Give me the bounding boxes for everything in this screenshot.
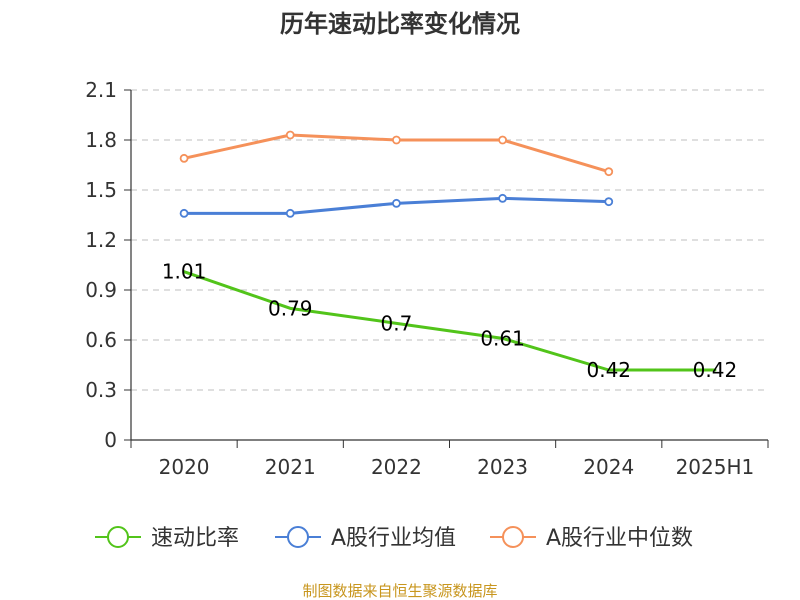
y-axis-ticks: 0 0.3 0.6 0.9 1.2 1.5 1.8 2.1 — [85, 78, 131, 452]
data-label: 0.61 — [480, 326, 525, 350]
data-point-2 — [179, 153, 189, 163]
data-point-1 — [179, 208, 189, 218]
data-point-1 — [498, 193, 507, 203]
data-label: 0.42 — [586, 358, 631, 382]
y-tick-label: 1.2 — [85, 228, 117, 252]
legend-marker — [502, 526, 524, 548]
data-point-2 — [498, 135, 507, 145]
data-label: 0.42 — [693, 358, 738, 382]
x-tick-label: 2020 — [159, 455, 210, 479]
legend-marker — [107, 526, 129, 548]
grid-lines — [131, 89, 768, 391]
data-point-1 — [285, 208, 295, 218]
legend-marker — [287, 526, 309, 548]
data-labels: 1.01 0.79 0.7 0.61 0.42 0.42 — [162, 260, 737, 382]
data-point-1 — [604, 197, 614, 207]
x-tick-label: 2025H1 — [676, 455, 755, 479]
x-tick-label: 2023 — [477, 455, 528, 479]
chart-title: 历年速动比率变化情况 — [280, 10, 520, 38]
data-label: 1.01 — [162, 260, 207, 284]
x-tick-label: 2021 — [265, 455, 316, 479]
y-tick-label: 0 — [104, 428, 117, 452]
data-label: 0.7 — [381, 311, 413, 335]
series-lines — [179, 130, 717, 372]
y-tick-label: 1.5 — [85, 178, 117, 202]
legend[interactable]: 速动比率 A股行业均值 A股行业中位数 — [95, 526, 693, 551]
source-footer: 制图数据来自恒生聚源数据库 — [302, 582, 497, 600]
x-tick-label: 2022 — [371, 455, 422, 479]
axes — [130, 90, 768, 441]
x-tick-label: 2024 — [583, 455, 634, 479]
y-tick-label: 2.1 — [85, 78, 117, 102]
data-point-2 — [392, 135, 401, 145]
legend-item-0[interactable]: 速动比率 — [95, 526, 239, 551]
data-point-1 — [392, 198, 401, 208]
data-point-2 — [285, 130, 295, 140]
series-line-0 — [182, 270, 717, 372]
y-tick-label: 0.3 — [85, 378, 117, 402]
y-tick-label: 0.9 — [85, 278, 117, 302]
legend-item-2[interactable]: A股行业中位数 — [490, 526, 693, 551]
legend-label: A股行业均值 — [331, 526, 456, 551]
data-label: 0.79 — [268, 296, 313, 320]
legend-label: A股行业中位数 — [546, 526, 693, 551]
legend-item-1[interactable]: A股行业均值 — [275, 526, 456, 551]
legend-label: 速动比率 — [151, 526, 239, 551]
data-point-2 — [604, 167, 614, 177]
x-axis-ticks: 2020 2021 2022 2023 2024 2025H1 — [130, 440, 769, 479]
y-tick-label: 0.6 — [85, 328, 117, 352]
y-tick-label: 1.8 — [85, 128, 117, 152]
